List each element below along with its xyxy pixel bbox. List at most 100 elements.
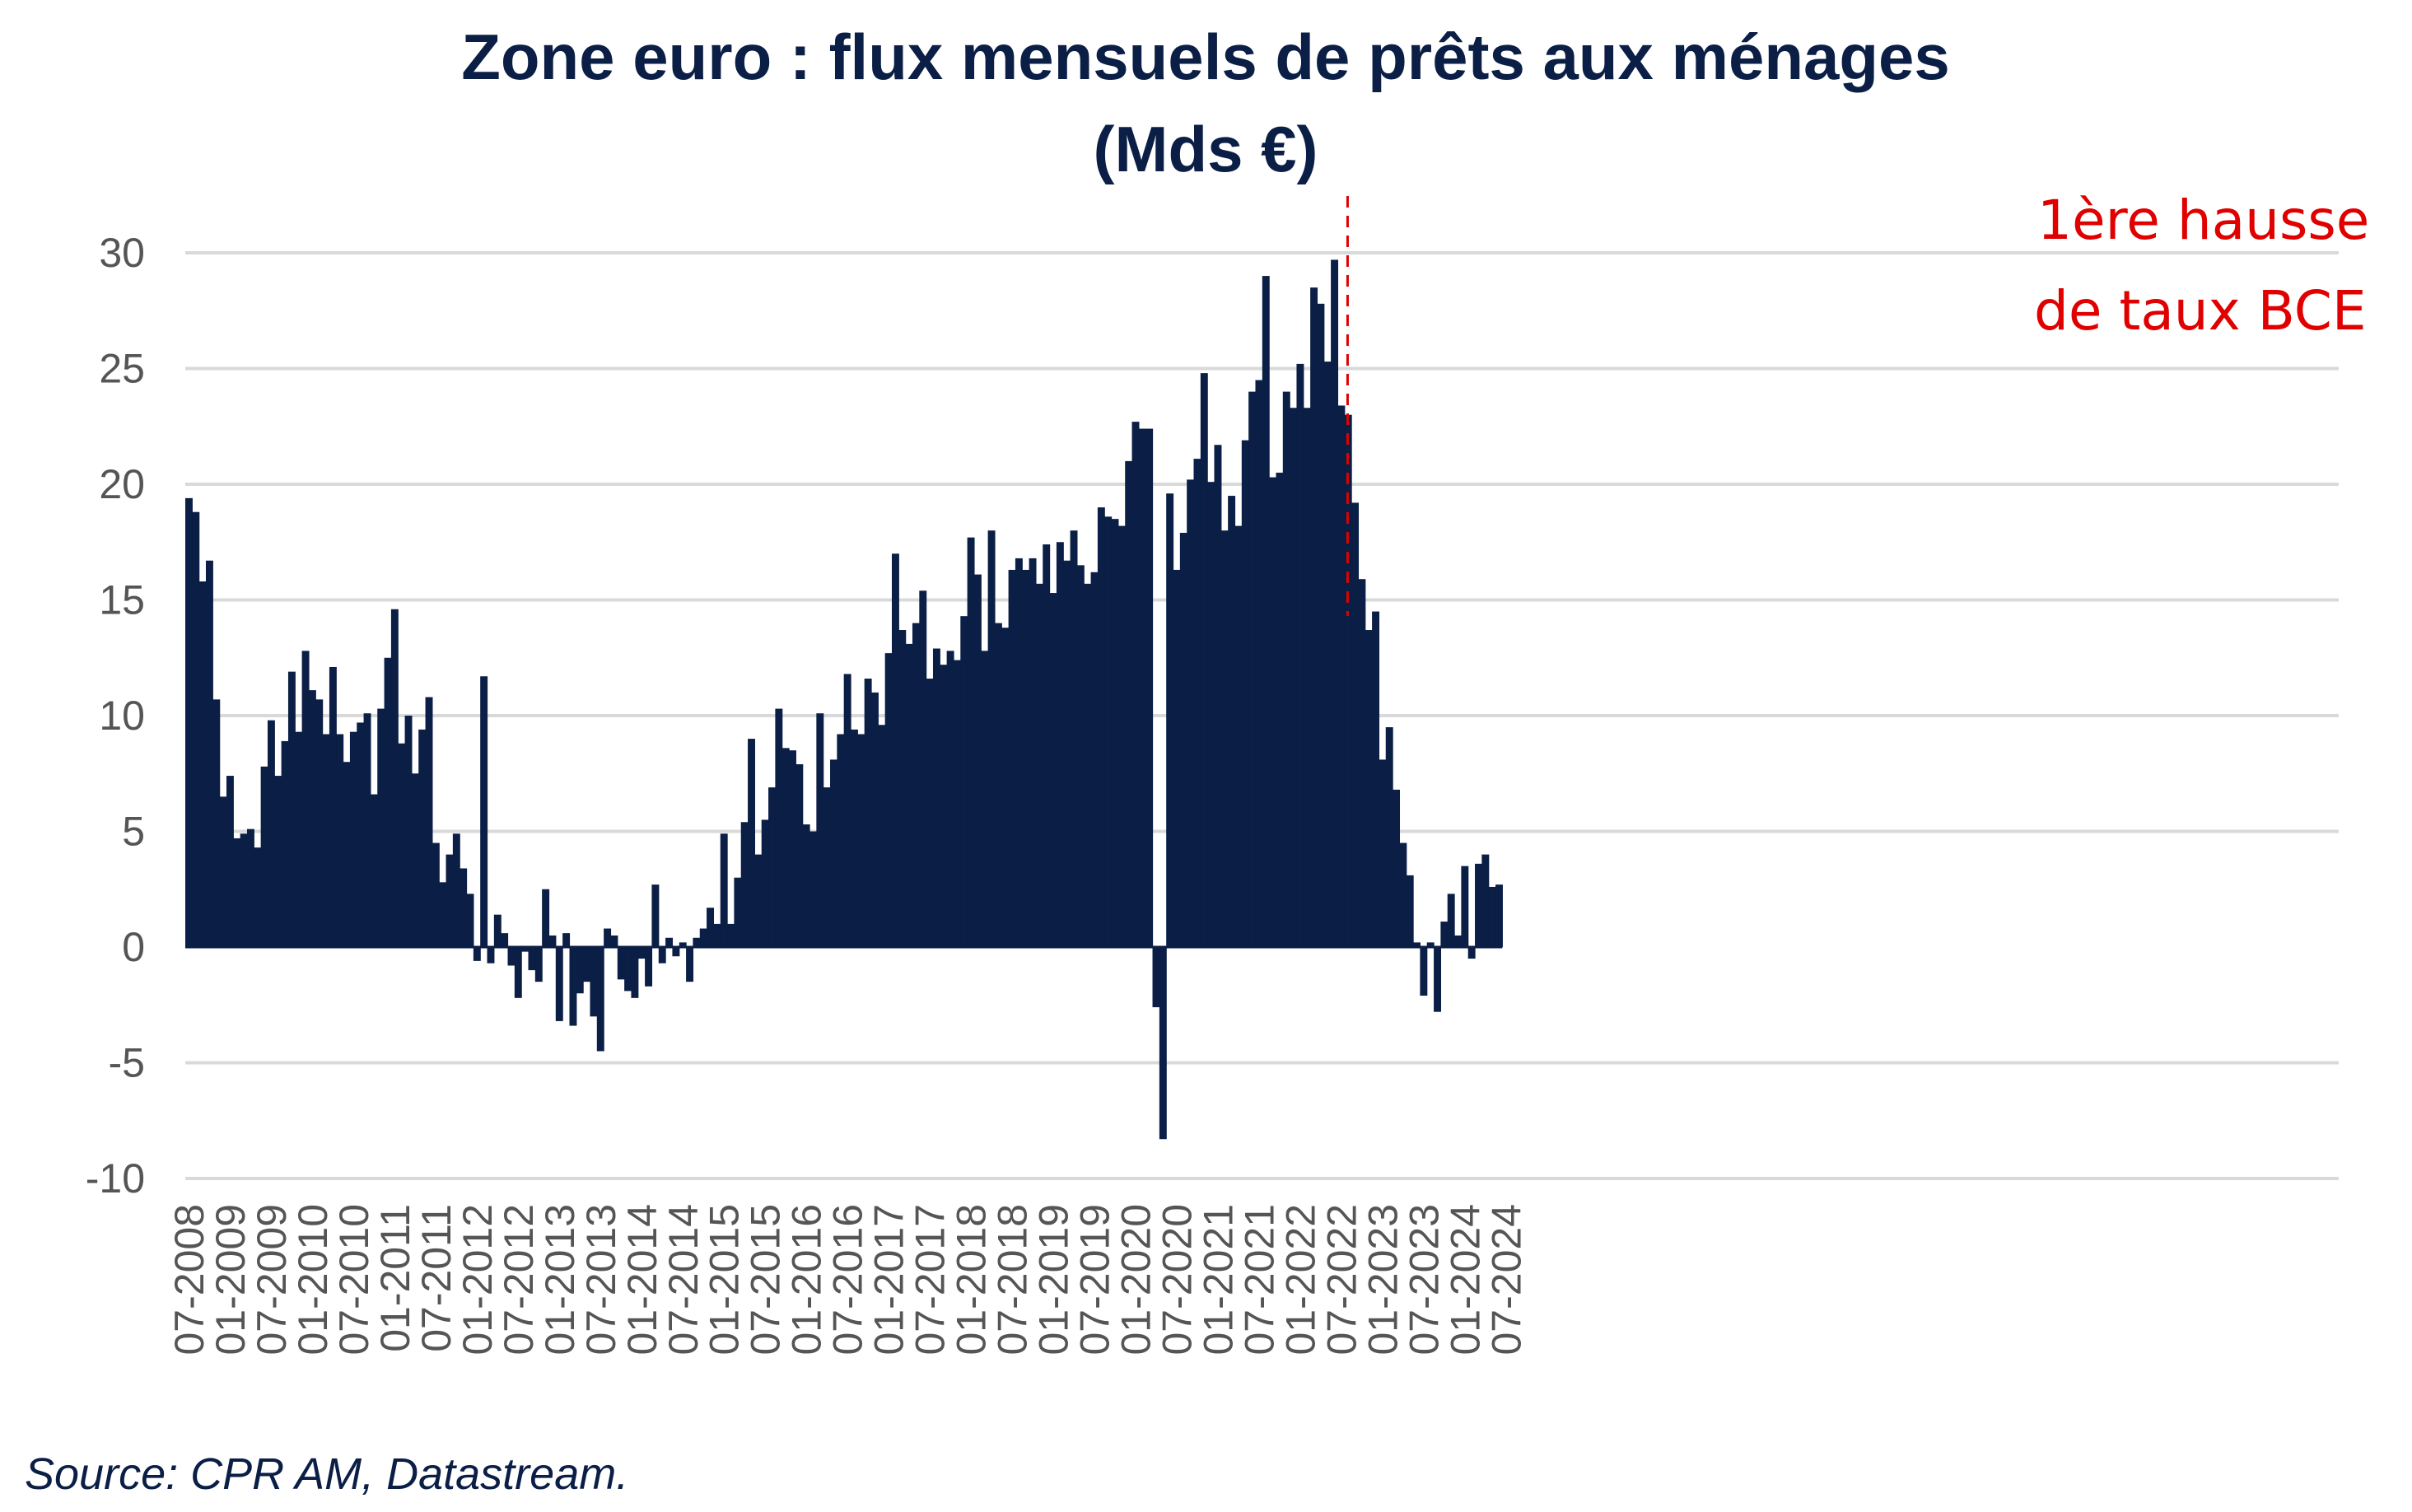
x-tick-label: 01-2020 xyxy=(1113,1204,1159,1356)
bar xyxy=(851,729,858,947)
bar xyxy=(548,935,557,947)
bar xyxy=(1467,947,1476,959)
y-tick-label: 15 xyxy=(99,577,145,623)
bar xyxy=(384,657,392,947)
bar xyxy=(219,796,227,947)
bar xyxy=(1084,583,1092,947)
bar xyxy=(1097,507,1105,947)
bar xyxy=(1241,440,1249,947)
bar xyxy=(1262,276,1270,948)
bar xyxy=(1187,479,1195,947)
bar xyxy=(843,674,851,947)
bar xyxy=(754,854,763,947)
bar xyxy=(1447,894,1455,947)
bar xyxy=(534,947,543,982)
x-tick-label: 07-2021 xyxy=(1237,1204,1283,1356)
bar xyxy=(1008,569,1016,947)
bar xyxy=(260,766,268,947)
y-tick-label: 30 xyxy=(99,230,145,276)
bar xyxy=(830,759,837,947)
bar xyxy=(973,574,982,947)
x-tick-label: 01-2016 xyxy=(784,1204,830,1356)
x-tick-label: 07-2019 xyxy=(1072,1204,1118,1356)
bar xyxy=(1035,583,1043,947)
bar xyxy=(590,947,598,1017)
bar xyxy=(693,937,701,947)
bar xyxy=(919,590,927,947)
bar xyxy=(1207,482,1215,947)
bar xyxy=(1317,303,1325,947)
bar xyxy=(610,935,618,947)
bar xyxy=(1104,516,1113,947)
bar xyxy=(1063,560,1071,947)
bar xyxy=(1001,628,1010,947)
bar xyxy=(994,623,1002,947)
bar xyxy=(246,828,254,947)
bar xyxy=(432,842,440,947)
x-tick-label: 07-2014 xyxy=(660,1204,707,1356)
bar xyxy=(1379,759,1387,947)
bar xyxy=(446,854,454,947)
bar xyxy=(1255,380,1263,947)
bar xyxy=(651,884,660,947)
annotations: 1ère hausse de taux BCE xyxy=(1346,189,2369,617)
bar xyxy=(1070,530,1078,947)
x-tick-label: 07-2016 xyxy=(825,1204,871,1356)
bar xyxy=(645,947,653,987)
bar xyxy=(1015,558,1023,947)
bar xyxy=(898,630,907,947)
bar xyxy=(631,947,639,998)
bar xyxy=(816,713,824,947)
x-tick-label: 01-2018 xyxy=(949,1204,995,1356)
bar xyxy=(562,933,571,947)
x-tick-label: 07-2013 xyxy=(578,1204,624,1356)
bar xyxy=(864,679,872,947)
bar xyxy=(377,708,385,947)
bar xyxy=(1488,886,1496,947)
bar xyxy=(1138,428,1146,947)
bar xyxy=(1434,947,1441,1012)
bar xyxy=(857,734,865,947)
bar xyxy=(596,947,604,1052)
bar xyxy=(1166,493,1174,947)
bar xyxy=(699,928,707,947)
x-tick-label: 01-2010 xyxy=(290,1204,336,1356)
x-tick-label: 01-2019 xyxy=(1031,1204,1077,1356)
x-axis: 07-200801-200907-200901-201007-201001-20… xyxy=(166,1204,1529,1356)
bar xyxy=(665,937,674,947)
x-tick-label: 01-2024 xyxy=(1442,1204,1488,1356)
bar xyxy=(1220,530,1229,947)
bar xyxy=(1337,405,1346,948)
bar xyxy=(254,847,262,947)
y-tick-label: 20 xyxy=(99,461,145,507)
x-tick-label: 01-2022 xyxy=(1278,1204,1324,1356)
bar xyxy=(1076,565,1085,947)
bar xyxy=(192,511,200,947)
x-tick-label: 07-2011 xyxy=(413,1204,460,1352)
bar xyxy=(1200,373,1208,947)
bar xyxy=(1090,572,1099,947)
bar xyxy=(1131,422,1140,947)
y-tick-label: -5 xyxy=(109,1040,145,1086)
y-tick-label: -10 xyxy=(86,1155,145,1202)
bar xyxy=(528,947,536,971)
bar xyxy=(1426,942,1435,947)
bar xyxy=(768,787,776,947)
bar xyxy=(370,794,378,947)
bar xyxy=(569,947,577,1026)
bar xyxy=(473,947,481,961)
bar xyxy=(398,743,406,947)
bar xyxy=(1056,542,1064,947)
bar xyxy=(727,923,735,947)
annotation-label-line2: de taux BCE xyxy=(2034,279,2367,343)
bar xyxy=(1159,947,1167,1140)
bar xyxy=(740,822,749,947)
x-tick-label: 07-2015 xyxy=(743,1204,789,1356)
bar xyxy=(466,894,474,947)
bar xyxy=(720,833,728,947)
bar xyxy=(679,942,687,947)
bar xyxy=(837,734,845,947)
bar xyxy=(637,947,646,959)
bar xyxy=(1125,460,1133,947)
